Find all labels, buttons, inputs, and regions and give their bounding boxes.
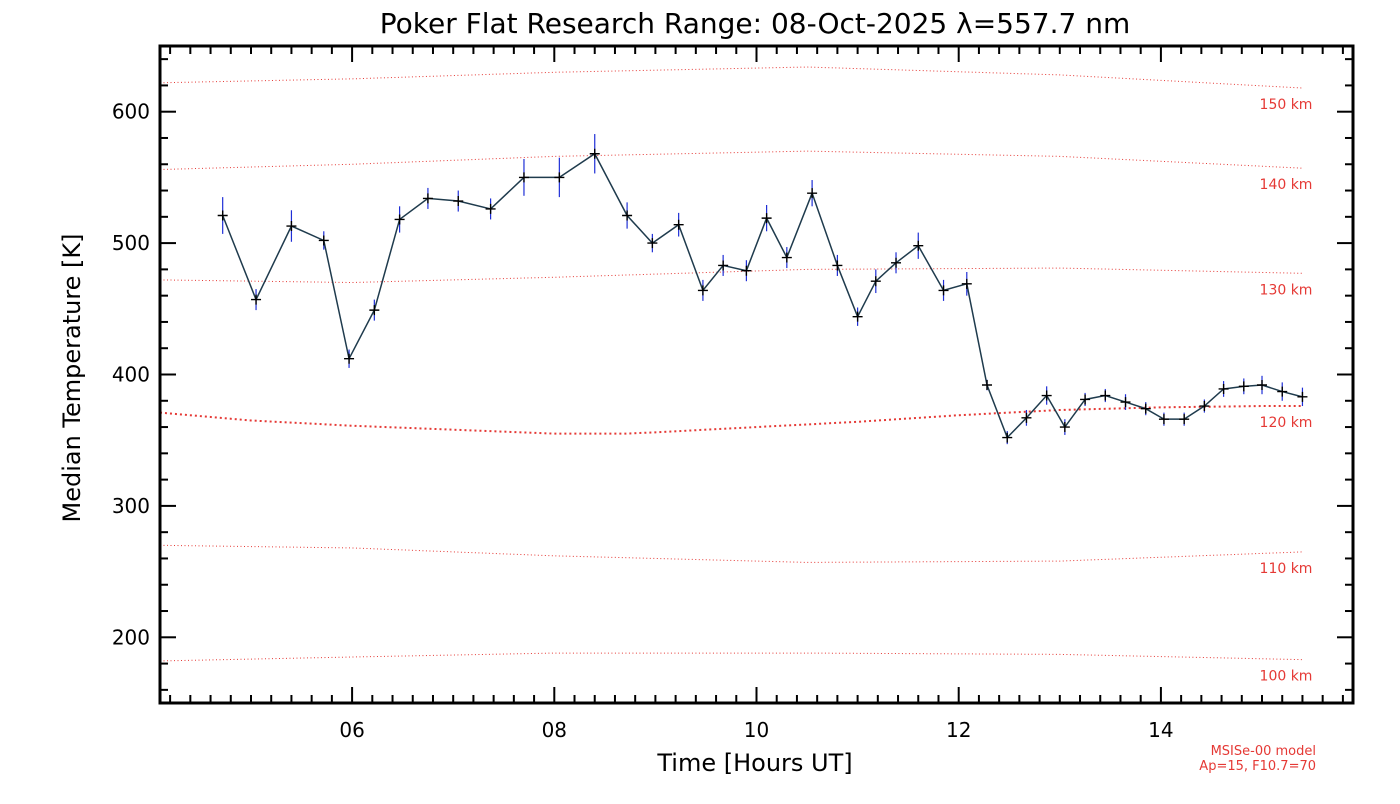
model-curve-label: 120 km xyxy=(1260,415,1313,431)
data-point xyxy=(761,213,772,224)
model-note-line: Ap=15, F10.7=70 xyxy=(1199,759,1316,774)
data-point xyxy=(453,196,464,207)
y-tick-label: 600 xyxy=(112,100,150,124)
model-curve-label: 140 km xyxy=(1260,177,1313,193)
x-tick-label: 14 xyxy=(1148,718,1173,742)
data-point xyxy=(1238,381,1249,392)
y-tick-label: 400 xyxy=(112,363,150,387)
x-tick-label: 08 xyxy=(542,718,567,742)
data-point xyxy=(1120,397,1131,408)
data-point xyxy=(1021,412,1032,423)
data-point xyxy=(1059,422,1070,433)
y-tick-label: 300 xyxy=(112,494,150,518)
data-point xyxy=(1080,394,1091,405)
data-point xyxy=(1041,390,1052,401)
data-point xyxy=(1100,390,1111,401)
data-point xyxy=(647,238,658,249)
model-curve-120km xyxy=(159,405,1303,435)
data-point xyxy=(217,210,228,221)
data-point xyxy=(913,240,924,251)
model-curve-150km xyxy=(159,66,1303,89)
model-curve-140km xyxy=(159,150,1303,171)
data-point xyxy=(554,172,565,183)
x-axis-label: Time [Hours UT] xyxy=(656,749,852,777)
data-point xyxy=(1158,414,1169,425)
data-point xyxy=(1140,403,1151,414)
data-point xyxy=(394,214,405,225)
data-point xyxy=(251,294,262,305)
y-axis-label: Median Temperature [K] xyxy=(58,233,86,522)
x-tick-label: 06 xyxy=(339,718,364,742)
data-point xyxy=(589,148,600,159)
data-point xyxy=(485,203,496,214)
data-point xyxy=(1199,401,1210,412)
data-point xyxy=(422,193,433,204)
model-curve-label: 110 km xyxy=(1260,561,1313,577)
series-group xyxy=(217,134,1308,445)
data-point xyxy=(807,188,818,199)
model-curve-100km xyxy=(159,652,1303,662)
data-point xyxy=(938,285,949,296)
data-point xyxy=(697,285,708,296)
model-curve-label: 130 km xyxy=(1260,282,1313,298)
data-point xyxy=(1002,432,1013,443)
data-point xyxy=(891,257,902,268)
plot-frame xyxy=(158,44,1355,705)
y-tick-label: 200 xyxy=(112,625,150,649)
data-point xyxy=(832,260,843,271)
data-point xyxy=(870,276,881,287)
data-point xyxy=(1179,414,1190,425)
data-point xyxy=(852,311,863,322)
model-note-line: MSISe-00 model xyxy=(1211,744,1316,759)
data-point xyxy=(1297,391,1308,402)
data-point xyxy=(318,235,329,246)
data-point xyxy=(961,278,972,289)
data-point xyxy=(1277,386,1288,397)
data-point xyxy=(518,172,529,183)
data-point xyxy=(1257,380,1268,391)
data-point xyxy=(286,221,297,232)
model-curve-label: 150 km xyxy=(1260,97,1313,113)
data-point xyxy=(741,265,752,276)
data-point xyxy=(1218,383,1229,394)
model-curve-110km xyxy=(159,544,1303,563)
data-point xyxy=(673,219,684,230)
data-point xyxy=(622,210,633,221)
model-curve-label: 100 km xyxy=(1260,669,1313,685)
data-point xyxy=(982,380,993,391)
x-tick-label: 12 xyxy=(946,718,971,742)
data-point xyxy=(369,305,380,316)
x-tick-label: 10 xyxy=(744,718,769,742)
data-point xyxy=(344,353,355,364)
y-tick-label: 500 xyxy=(112,231,150,255)
chart-title: Poker Flat Research Range: 08-Oct-2025 λ… xyxy=(380,7,1131,40)
data-point xyxy=(781,252,792,263)
data-point xyxy=(718,260,729,271)
series-line xyxy=(221,152,1303,439)
